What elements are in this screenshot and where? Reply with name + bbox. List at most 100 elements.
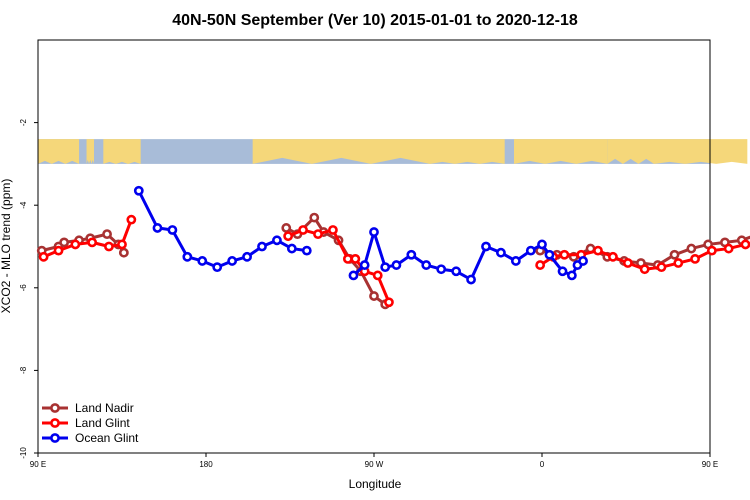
data-point-land-glint — [639, 264, 650, 275]
data-point-ocean-glint — [566, 270, 577, 281]
legend-label: Ocean Glint — [75, 431, 139, 445]
data-point-land-glint — [673, 258, 684, 268]
data-point-ocean-glint — [369, 227, 379, 237]
data-point-ocean-glint — [133, 185, 144, 196]
x-tick-label: 90 W — [365, 460, 384, 469]
x-tick-label: 180 — [199, 460, 213, 469]
data-point-land-glint — [593, 245, 603, 256]
data-point-land-nadir — [102, 229, 112, 240]
data-point-land-glint — [87, 237, 98, 248]
data-point-ocean-glint — [537, 239, 547, 250]
data-point-land-glint — [117, 239, 127, 250]
y-axis-label: XCO2 - MLO trend (ppm) — [0, 179, 13, 314]
data-point-ocean-glint — [406, 249, 417, 260]
data-point-ocean-glint — [557, 266, 568, 277]
y-tick-label: -2 — [19, 118, 28, 126]
y-tick-label: -10 — [19, 447, 28, 459]
data-point-ocean-glint — [481, 241, 491, 252]
data-point-ocean-glint — [197, 256, 208, 266]
series-ocean-glint — [133, 185, 588, 285]
data-point-land-glint — [104, 241, 114, 252]
chart-title: 40N-50N September (Ver 10) 2015-01-01 to… — [172, 12, 578, 29]
data-point-ocean-glint — [525, 245, 536, 256]
map-land — [607, 139, 654, 164]
data-point-ocean-glint — [510, 256, 521, 266]
map-land — [252, 139, 430, 164]
legend-label: Land Glint — [75, 416, 130, 430]
data-point-land-glint — [313, 229, 323, 240]
data-point-land-glint — [328, 225, 338, 235]
data-point-land-glint — [70, 239, 81, 250]
y-tick-label: -8 — [19, 366, 28, 374]
data-point-ocean-glint — [578, 256, 588, 266]
x-tick-label: 90 E — [30, 460, 46, 469]
data-point-ocean-glint — [421, 260, 432, 270]
data-point-land-glint — [298, 225, 308, 235]
data-point-land-nadir — [369, 291, 379, 301]
map-land — [86, 139, 94, 164]
data-point-ocean-glint — [451, 266, 462, 277]
data-point-ocean-glint — [286, 243, 297, 254]
x-tick-label: 90 E — [702, 460, 718, 469]
data-point-land-glint — [622, 258, 633, 268]
data-point-ocean-glint — [359, 260, 370, 270]
data-point-land-nadir — [118, 247, 129, 258]
data-point-land-glint — [535, 260, 546, 270]
data-point-ocean-glint — [152, 223, 163, 233]
map-land — [38, 139, 80, 164]
data-point-ocean-glint — [242, 251, 252, 262]
data-point-land-glint — [342, 253, 353, 264]
map-land — [514, 139, 608, 164]
legend-swatch-marker — [50, 418, 60, 428]
data-point-land-nadir — [669, 249, 680, 260]
data-point-ocean-glint — [436, 264, 447, 275]
data-point-land-nadir — [281, 223, 292, 233]
data-point-ocean-glint — [380, 262, 391, 273]
data-point-land-nadir — [309, 212, 320, 223]
data-point-ocean-glint — [212, 262, 223, 273]
data-point-land-glint — [740, 239, 750, 250]
data-point-land-glint — [706, 245, 717, 256]
data-point-land-glint — [126, 214, 137, 225]
plot-frame — [37, 39, 711, 454]
data-point-ocean-glint — [496, 247, 506, 258]
data-point-ocean-glint — [182, 251, 193, 262]
data-point-land-glint — [350, 253, 361, 264]
data-point-land-glint — [690, 253, 700, 264]
data-point-ocean-glint — [348, 270, 359, 281]
y-tick-label: -4 — [19, 201, 28, 209]
data-point-land-glint — [559, 249, 570, 260]
map-land — [430, 139, 505, 164]
data-point-ocean-glint — [544, 249, 555, 260]
data-point-land-glint — [723, 243, 734, 254]
legend-item-land-nadir: Land Nadir — [42, 401, 134, 415]
y-tick-label: -6 — [19, 284, 28, 292]
legend-item-ocean-glint: Ocean Glint — [42, 431, 139, 445]
data-point-land-glint — [53, 245, 64, 256]
data-point-ocean-glint — [301, 245, 312, 256]
legend-swatch-marker — [50, 403, 60, 413]
data-point-land-glint — [283, 231, 294, 242]
x-tick-label: 0 — [540, 460, 545, 469]
data-point-ocean-glint — [257, 241, 267, 252]
x-axis-label: Longitude — [349, 477, 402, 491]
data-point-ocean-glint — [167, 225, 178, 235]
legend-label: Land Nadir — [75, 401, 134, 415]
world-map-strip — [38, 139, 748, 164]
map-land — [103, 139, 141, 164]
data-point-land-nadir — [59, 237, 70, 248]
data-point-ocean-glint — [466, 274, 476, 285]
data-point-land-glint — [608, 251, 618, 262]
data-point-ocean-glint — [272, 235, 282, 246]
data-point-ocean-glint — [227, 256, 238, 266]
legend-swatch-marker — [50, 433, 60, 443]
data-point-land-glint — [38, 251, 49, 262]
data-point-land-glint — [656, 262, 667, 273]
data-point-land-glint — [372, 270, 383, 281]
legend-item-land-glint: Land Glint — [42, 416, 130, 430]
data-point-ocean-glint — [391, 260, 402, 270]
data-point-land-glint — [384, 297, 394, 308]
